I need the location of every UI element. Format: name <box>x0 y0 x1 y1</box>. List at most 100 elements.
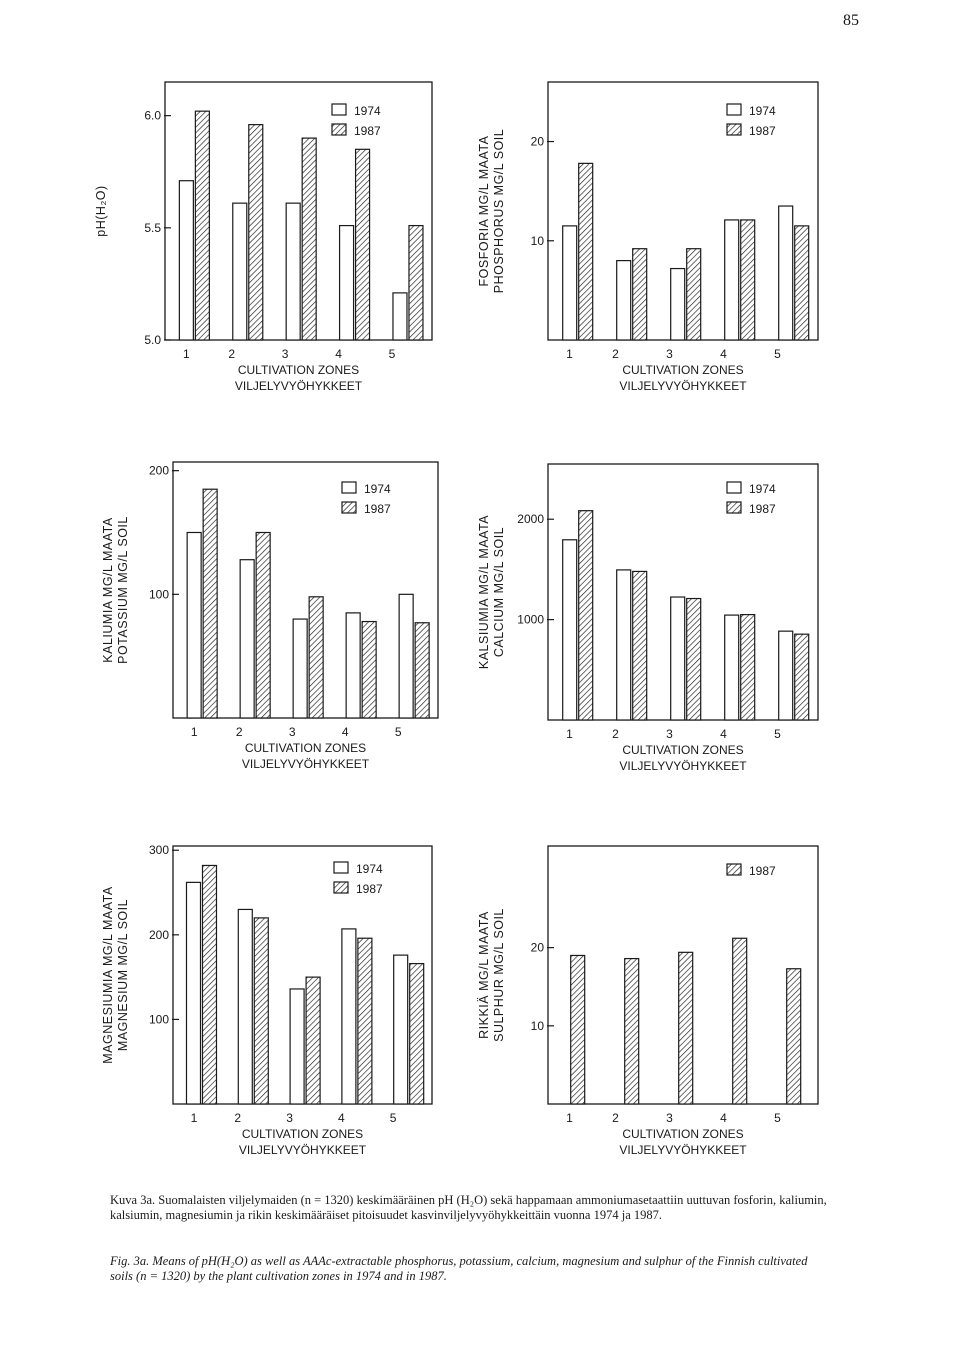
bar-1987-zone-4 <box>361 620 377 719</box>
x-axis-label-en: CULTIVATION ZONES <box>242 1127 363 1141</box>
legend-swatch-1974 <box>726 481 742 494</box>
x-tick-label: 1 <box>566 727 573 741</box>
legend-label-1974: 1974 <box>354 104 381 118</box>
bar-1987-zone-3 <box>678 951 694 1105</box>
x-tick-label: 5 <box>774 1111 781 1125</box>
legend-swatch-1974 <box>331 103 347 116</box>
y-tick-label: 200 <box>149 464 169 478</box>
y-axis-label: MAGNESIUM MG/L SOIL <box>116 899 130 1051</box>
bar-1974-zone-1 <box>186 531 202 719</box>
legend-swatch-1974 <box>333 861 349 874</box>
bar-1974-zone-1 <box>185 881 202 1105</box>
bar-1987-zone-1 <box>570 954 586 1105</box>
bar-1974-zone-5 <box>398 593 414 719</box>
x-axis-label-fi: VILJELYVYÖHYKKEET <box>242 757 370 771</box>
bar-1987-zone-5 <box>408 224 424 341</box>
bar-1987-zone-1 <box>578 510 594 721</box>
y-tick-label: 1000 <box>517 613 544 627</box>
bar-1987-zone-4 <box>357 937 373 1105</box>
bar-1974-zone-1 <box>178 180 194 341</box>
x-axis-label-fi: VILJELYVYÖHYKKEET <box>239 1143 367 1157</box>
y-tick-label: 100 <box>149 1012 169 1026</box>
x-tick-label: 4 <box>335 347 342 361</box>
x-axis-label-fi: VILJELYVYÖHYKKEET <box>235 379 363 393</box>
bar-1974-zone-3 <box>670 267 686 341</box>
legend-label-1974: 1974 <box>749 482 776 496</box>
x-tick-label: 3 <box>666 1111 673 1125</box>
x-tick-label: 5 <box>774 727 781 741</box>
y-axis-label: KALSIUMIA MG/L MAATA <box>477 515 491 669</box>
bar-1987-zone-2 <box>624 957 640 1105</box>
bar-1974-zone-5 <box>392 292 408 341</box>
bar-1987-zone-4 <box>354 148 371 341</box>
legend-swatch-1974 <box>726 103 742 116</box>
legend-label-1974: 1974 <box>749 104 776 118</box>
legend-swatch-1987 <box>726 123 742 136</box>
x-tick-label: 5 <box>774 347 781 361</box>
x-tick-label: 2 <box>234 1111 241 1125</box>
bar-1974-zone-2 <box>237 908 253 1105</box>
y-tick-label: 5.0 <box>144 333 161 347</box>
x-tick-label: 3 <box>286 1111 293 1125</box>
y-tick-label: 2000 <box>517 512 544 526</box>
bar-1974-zone-2 <box>616 569 632 721</box>
bar-1987-zone-1 <box>202 488 218 719</box>
x-tick-label: 2 <box>612 727 619 741</box>
y-axis-label: KALIUMIA MG/L MAATA <box>101 517 115 663</box>
y-tick-label: 10 <box>531 234 545 248</box>
bar-1974-zone-1 <box>562 225 578 341</box>
legend-label-1987: 1987 <box>749 124 776 138</box>
page-number: 85 <box>843 12 859 29</box>
bar-1974-zone-3 <box>289 988 305 1105</box>
bar-1987-zone-5 <box>794 633 810 721</box>
y-tick-label: 200 <box>149 928 169 942</box>
bar-1987-zone-3 <box>686 597 702 721</box>
x-tick-label: 1 <box>566 1111 573 1125</box>
x-tick-label: 4 <box>342 725 349 739</box>
bar-1974-zone-4 <box>345 612 361 719</box>
x-tick-label: 5 <box>390 1111 397 1125</box>
bar-1987-zone-2 <box>253 917 269 1105</box>
x-axis-label-en: CULTIVATION ZONES <box>622 1127 743 1141</box>
y-tick-label: 6.0 <box>144 109 161 123</box>
bar-1987-zone-4 <box>740 613 756 721</box>
x-tick-label: 1 <box>183 347 190 361</box>
legend-label-1987: 1987 <box>749 864 776 878</box>
x-tick-label: 4 <box>720 347 727 361</box>
legend-label-1987: 1987 <box>354 124 381 138</box>
bar-1974-zone-4 <box>341 928 357 1105</box>
legend-swatch-1987 <box>726 501 742 514</box>
x-tick-label: 2 <box>228 347 235 361</box>
bar-1974-zone-2 <box>239 559 255 719</box>
x-axis-label-en: CULTIVATION ZONES <box>622 363 743 377</box>
x-tick-label: 1 <box>191 725 198 739</box>
bar-1974-zone-4 <box>724 219 740 341</box>
x-axis-label-fi: VILJELYVYÖHYKKEET <box>619 759 747 773</box>
x-tick-label: 4 <box>338 1111 345 1125</box>
y-tick-label: 100 <box>149 587 169 601</box>
x-axis-label-en: CULTIVATION ZONES <box>622 743 743 757</box>
caption-finnish: Kuva 3a. Suomalaisten viljelymaiden (n =… <box>110 1193 827 1222</box>
legend-swatch-1987 <box>333 881 349 894</box>
x-tick-label: 2 <box>612 347 619 361</box>
bar-1987-zone-2 <box>632 248 648 341</box>
bar-1987-zone-2 <box>248 124 264 341</box>
y-tick-label: 5.5 <box>144 221 161 235</box>
bar-1974-zone-2 <box>616 260 632 341</box>
legend-swatch-1974 <box>341 481 357 494</box>
legend-label-1987: 1987 <box>364 502 391 516</box>
y-tick-label: 20 <box>531 941 545 955</box>
bar-1974-zone-5 <box>393 954 409 1105</box>
bar-1987-zone-4 <box>732 937 748 1105</box>
legend-label-1987: 1987 <box>749 502 776 516</box>
y-axis-label: CALCIUM MG/L SOIL <box>492 527 506 657</box>
caption-english: Fig. 3a. Means of pH(H₂O) as well as AAA… <box>110 1254 808 1283</box>
y-axis-label: SULPHUR MG/L SOIL <box>492 908 506 1042</box>
x-tick-label: 3 <box>666 347 673 361</box>
x-tick-label: 1 <box>191 1111 198 1125</box>
